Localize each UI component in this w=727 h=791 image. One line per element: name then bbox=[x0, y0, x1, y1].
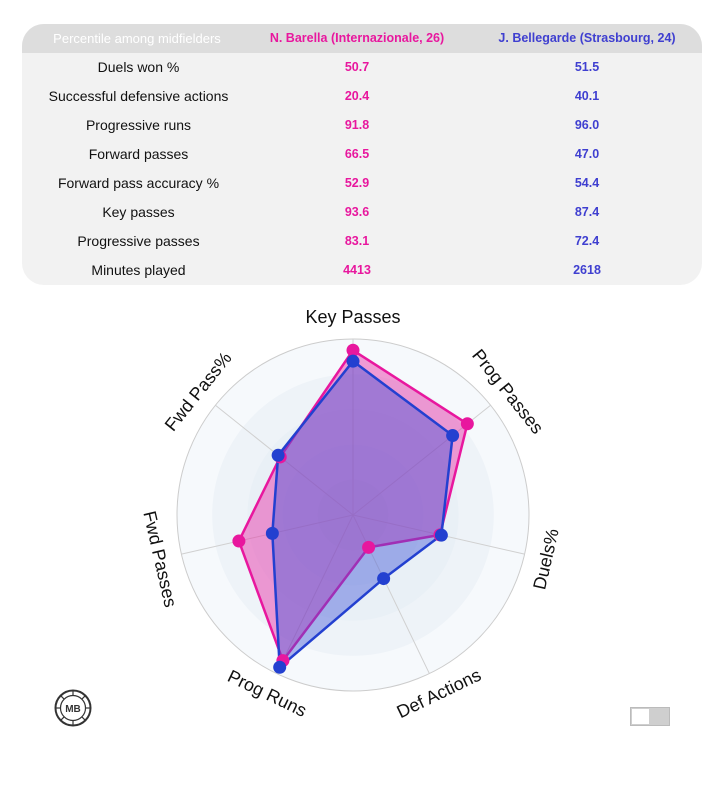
svg-text:MB: MB bbox=[65, 704, 81, 715]
series-2-point bbox=[271, 448, 285, 462]
row-player2-value: 87.4 bbox=[574, 205, 600, 219]
row-metric-label: Successful defensive actions bbox=[48, 88, 229, 104]
series-1-area bbox=[237, 349, 469, 662]
row-player1-value: 83.1 bbox=[344, 234, 370, 248]
grid-spoke bbox=[276, 514, 354, 674]
mb-logo-icon: MB bbox=[54, 689, 92, 727]
header-player1-name: N. Barella (Internazionale, 26) bbox=[269, 31, 445, 45]
radar-spokes bbox=[181, 339, 525, 674]
table-row: Forward passes 66.5 47.0 bbox=[22, 140, 702, 169]
row-player2-value: 47.0 bbox=[574, 147, 600, 161]
row-player1-value: 93.6 bbox=[344, 205, 370, 219]
header-metric-label: Percentile among midfielders bbox=[53, 31, 221, 46]
table-row: Duels won % 50.7 51.5 bbox=[22, 53, 702, 82]
axis-label: Key Passes bbox=[305, 307, 400, 327]
row-player1-value: 66.5 bbox=[344, 147, 370, 161]
chart-toggle[interactable] bbox=[630, 707, 670, 726]
stats-table: Percentile among midfielders N. Barella … bbox=[22, 24, 702, 285]
row-player2-value: 51.5 bbox=[574, 60, 600, 74]
row-metric-label: Duels won % bbox=[97, 59, 180, 75]
toggle-knob bbox=[632, 709, 649, 724]
row-metric-label: Progressive passes bbox=[77, 233, 200, 249]
axis-label: Duels% bbox=[529, 527, 562, 592]
series-1-point bbox=[362, 540, 376, 554]
table-row: Minutes played 4413 2618 bbox=[22, 256, 702, 285]
row-player1-value: 20.4 bbox=[344, 89, 370, 103]
series-2-point bbox=[346, 354, 360, 368]
row-player1-value: 91.8 bbox=[344, 118, 370, 132]
series-1-point bbox=[346, 343, 360, 357]
series-2-point bbox=[377, 572, 391, 586]
row-player1-value: 50.7 bbox=[344, 60, 370, 74]
row-metric-label: Key passes bbox=[102, 204, 175, 220]
row-player1-value: 52.9 bbox=[344, 176, 370, 190]
row-metric-label: Minutes played bbox=[91, 262, 186, 278]
grid-spoke bbox=[352, 514, 430, 674]
table-row: Forward pass accuracy % 52.9 54.4 bbox=[22, 169, 702, 198]
series-2-point bbox=[273, 660, 287, 674]
row-player1-value: 4413 bbox=[343, 263, 371, 277]
row-metric-label: Progressive runs bbox=[85, 117, 192, 133]
series-2-point bbox=[265, 526, 279, 540]
row-player2-value: 40.1 bbox=[574, 89, 600, 103]
series-1-point bbox=[232, 534, 246, 548]
table-row: Progressive runs 91.8 96.0 bbox=[22, 111, 702, 140]
row-player2-value: 2618 bbox=[573, 263, 601, 277]
row-metric-label: Forward pass accuracy % bbox=[57, 175, 220, 191]
series-2-point bbox=[446, 429, 460, 443]
table-row: Progressive passes 83.1 72.4 bbox=[22, 227, 702, 256]
table-row: Key passes 93.6 87.4 bbox=[22, 198, 702, 227]
table-header: Percentile among midfielders N. Barella … bbox=[22, 24, 702, 53]
axis-label: Fwd Passes bbox=[139, 509, 180, 609]
series-2-area bbox=[271, 359, 454, 669]
header-player2-name: J. Bellegarde (Strasbourg, 24) bbox=[498, 31, 676, 45]
row-player2-value: 96.0 bbox=[574, 118, 600, 132]
series-2-point bbox=[434, 528, 448, 542]
row-metric-label: Forward passes bbox=[88, 146, 189, 162]
row-player2-value: 72.4 bbox=[574, 234, 600, 248]
table-row: Successful defensive actions 20.4 40.1 bbox=[22, 82, 702, 111]
row-player2-value: 54.4 bbox=[574, 176, 600, 190]
series-1-point bbox=[460, 417, 474, 431]
